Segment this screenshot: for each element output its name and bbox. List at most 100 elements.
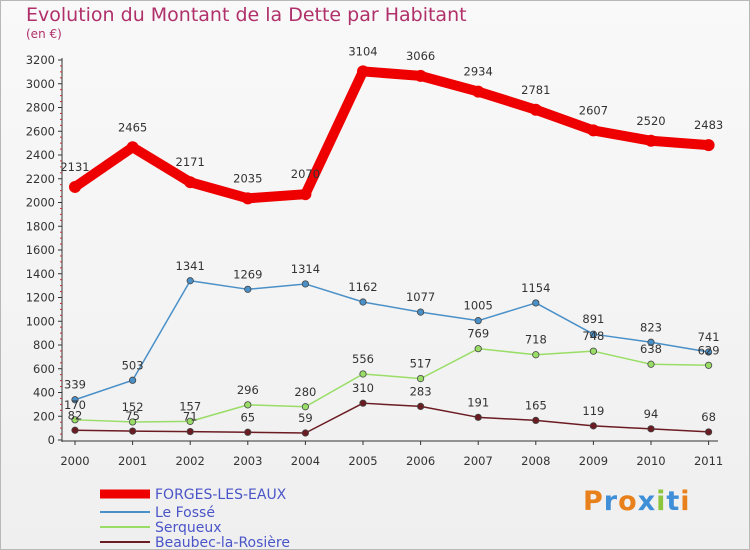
data-point — [532, 351, 540, 359]
x-tick-label: 2005 — [348, 454, 377, 468]
data-label: 3104 — [348, 44, 377, 58]
data-label: 119 — [582, 404, 604, 418]
data-point — [184, 176, 197, 189]
data-point — [69, 180, 81, 193]
data-label: 891 — [582, 312, 604, 326]
data-label: 170 — [64, 398, 86, 412]
data-point — [704, 348, 713, 356]
data-label: 59 — [298, 411, 313, 425]
data-point — [587, 124, 600, 137]
data-label: 310 — [352, 381, 374, 395]
data-point — [244, 428, 252, 436]
data-point — [301, 280, 309, 288]
data-point — [71, 396, 79, 404]
data-point — [359, 399, 367, 407]
data-point — [186, 417, 194, 425]
data-point — [299, 188, 312, 201]
data-point — [474, 413, 482, 421]
data-point — [186, 427, 194, 436]
data-point — [301, 403, 309, 411]
data-label: 94 — [644, 407, 659, 421]
data-point — [645, 134, 657, 147]
y-tick-label: 400 — [33, 386, 55, 400]
data-point — [244, 285, 252, 293]
data-point — [647, 338, 655, 346]
data-label: 629 — [698, 343, 720, 357]
logo-letter: o — [618, 486, 638, 517]
y-tick-label: 2600 — [26, 124, 55, 138]
y-tick-label: 600 — [33, 362, 55, 376]
y-tick-label: 0 — [48, 433, 55, 447]
data-point — [647, 425, 655, 433]
logo-letter: i — [680, 486, 691, 517]
y-tick-label: 2200 — [26, 172, 55, 186]
data-label: 1154 — [521, 281, 550, 295]
data-label: 65 — [240, 410, 255, 424]
x-tick-label: 2002 — [176, 454, 205, 468]
data-label: 1162 — [348, 280, 377, 294]
x-tick-label: 2007 — [464, 454, 493, 468]
data-label: 152 — [122, 400, 144, 414]
data-point — [472, 85, 485, 98]
series-line — [74, 402, 709, 434]
data-point — [244, 401, 252, 409]
data-point — [71, 416, 79, 424]
data-label: 748 — [582, 329, 604, 343]
logo-letter: x — [637, 486, 657, 517]
y-tick-label: 3000 — [26, 77, 55, 91]
data-point — [71, 426, 79, 434]
data-point — [129, 418, 137, 426]
data-label: 517 — [410, 357, 432, 371]
data-point — [474, 317, 482, 325]
data-point — [416, 375, 425, 383]
data-point — [416, 308, 425, 316]
data-label: 1341 — [176, 259, 205, 273]
data-label: 1269 — [233, 267, 262, 281]
data-label: 71 — [183, 410, 198, 424]
legend-label: Serqueux — [155, 520, 222, 536]
legend-label: Beaubec-la-Rosière — [155, 535, 290, 550]
data-label: 2520 — [636, 114, 665, 128]
y-tick-label: 2800 — [26, 101, 55, 115]
data-label: 283 — [410, 384, 432, 398]
data-point — [589, 330, 598, 338]
data-label: 2131 — [60, 160, 89, 174]
data-point — [129, 376, 137, 384]
y-tick-label: 1400 — [26, 267, 55, 281]
y-tick-label: 1600 — [26, 243, 55, 257]
y-tick-label: 1000 — [26, 314, 55, 328]
x-tick-label: 2003 — [233, 454, 262, 468]
logo-letter: t — [666, 486, 681, 517]
data-label: 638 — [640, 342, 662, 356]
chart-unit: (en €) — [26, 27, 62, 41]
data-point — [532, 416, 540, 425]
y-tick-label: 200 — [33, 409, 55, 423]
data-label: 191 — [467, 395, 489, 409]
data-label: 157 — [179, 399, 201, 413]
data-label: 2035 — [233, 171, 262, 185]
data-label: 1005 — [464, 299, 493, 313]
series-line — [72, 66, 709, 204]
data-point — [529, 103, 542, 116]
data-label: 68 — [701, 410, 716, 424]
logo-letter: P — [583, 486, 604, 517]
data-point — [186, 277, 194, 285]
data-label: 2465 — [118, 120, 147, 134]
data-point — [532, 299, 540, 307]
data-label: 1314 — [291, 262, 320, 276]
data-point — [301, 429, 309, 437]
x-tick-label: 2009 — [579, 454, 608, 468]
y-tick-label: 2400 — [26, 148, 55, 162]
data-point — [704, 361, 713, 369]
data-label: 769 — [467, 327, 489, 341]
data-label: 2070 — [291, 167, 320, 181]
data-label: 741 — [698, 330, 720, 344]
data-point — [414, 69, 427, 82]
data-label: 75 — [125, 409, 140, 423]
data-label: 2171 — [176, 155, 205, 169]
chart-title: Evolution du Montant de la Dette par Hab… — [26, 4, 467, 26]
x-tick-label: 2011 — [694, 454, 723, 468]
data-point — [647, 360, 655, 368]
data-point — [129, 427, 137, 435]
